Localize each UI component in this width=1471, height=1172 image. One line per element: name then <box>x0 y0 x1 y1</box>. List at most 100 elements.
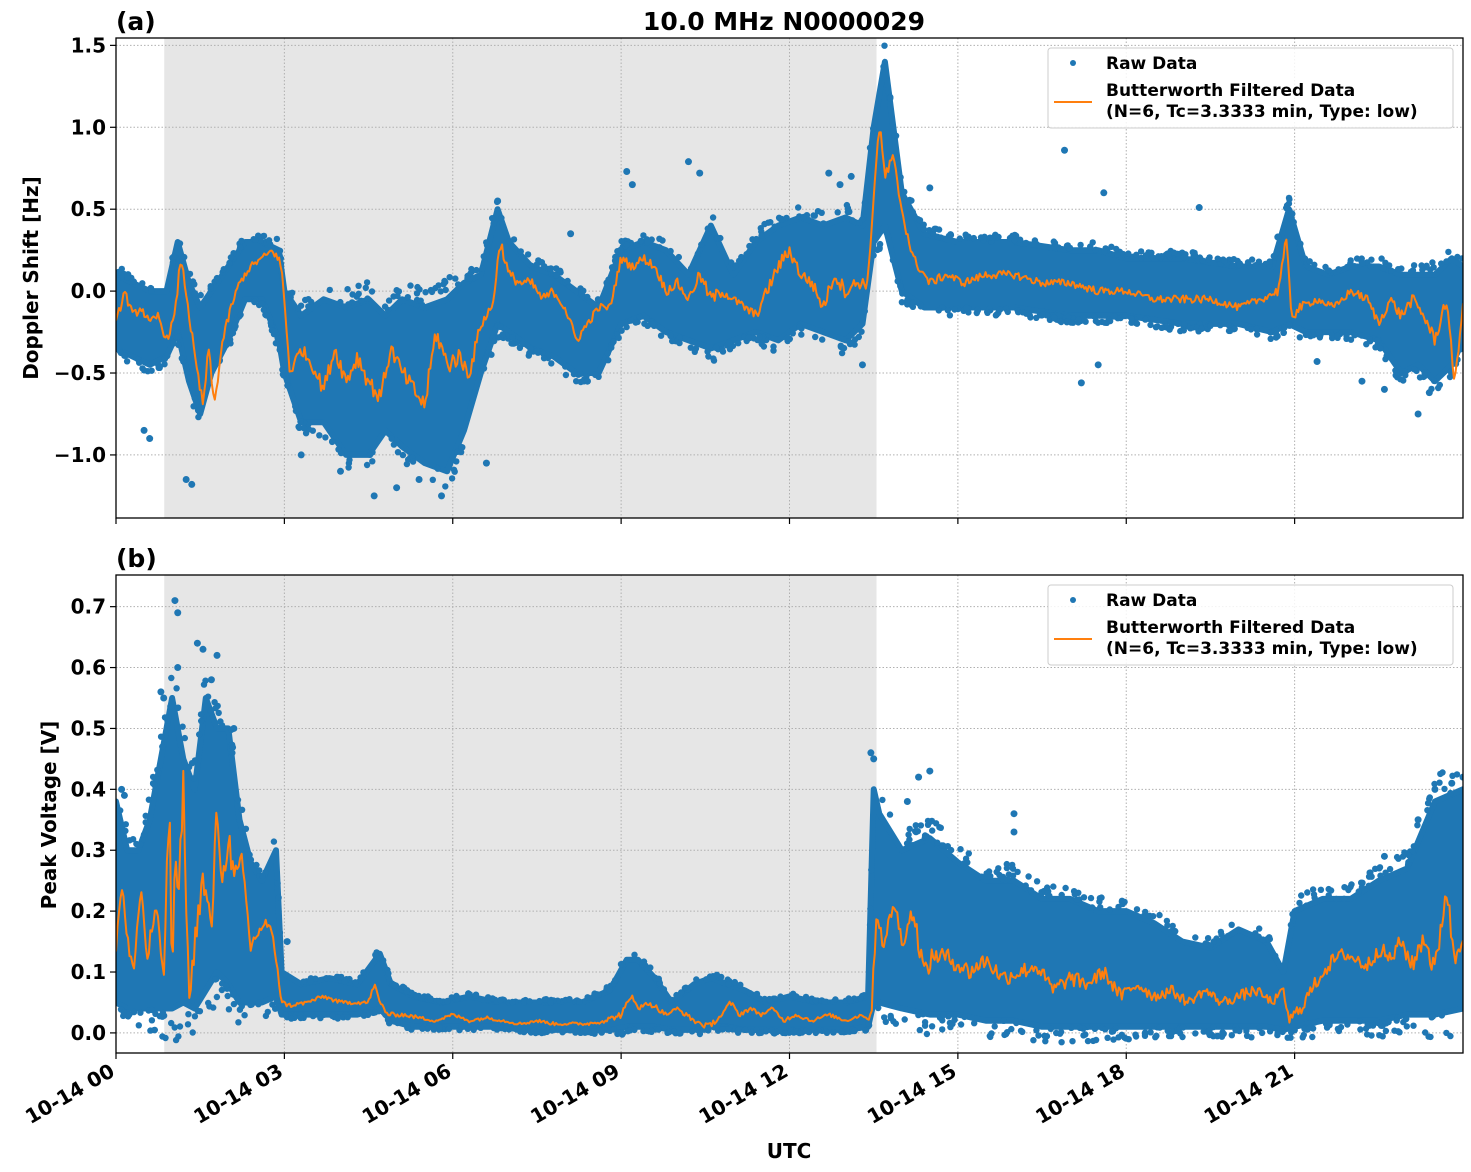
raw-data-point <box>263 312 270 319</box>
raw-data-point <box>135 1022 142 1029</box>
raw-data-point <box>1058 1039 1065 1046</box>
raw-data-point <box>623 241 631 248</box>
raw-data-point <box>1325 892 1332 899</box>
raw-data-point <box>418 994 425 1002</box>
raw-data-point <box>843 1028 851 1035</box>
raw-data-point <box>1430 377 1438 385</box>
raw-data-point <box>1230 256 1238 263</box>
raw-data-point <box>770 343 777 350</box>
raw-data-point <box>1016 236 1024 243</box>
raw-data-point <box>1091 313 1098 320</box>
raw-data-point <box>960 861 967 868</box>
raw-data-point <box>457 448 465 456</box>
raw-data-point <box>1348 881 1355 888</box>
raw-data-point <box>452 275 459 282</box>
raw-data-point <box>929 827 936 834</box>
raw-data-point <box>255 999 262 1007</box>
y-tick-label: 0.5 <box>71 716 106 740</box>
raw-data-point <box>360 969 367 976</box>
raw-data-outlier <box>1094 361 1102 369</box>
raw-data-outlier <box>567 230 575 238</box>
raw-data-outlier <box>199 645 207 653</box>
raw-data-point <box>191 395 198 402</box>
raw-data-point <box>1058 318 1065 326</box>
raw-data-point <box>528 262 536 270</box>
raw-data-point <box>477 1024 484 1032</box>
raw-data-point <box>170 253 177 260</box>
raw-data-point <box>363 279 371 286</box>
raw-data-point <box>1305 331 1312 338</box>
raw-data-point <box>341 303 349 310</box>
raw-data-point <box>1281 324 1288 331</box>
raw-data-outlier <box>1010 828 1018 836</box>
raw-data-point <box>1296 899 1303 907</box>
raw-data-point <box>812 333 819 341</box>
raw-data-point <box>1003 860 1010 868</box>
raw-data-point <box>618 327 625 334</box>
raw-data-point <box>989 234 996 242</box>
raw-data-point <box>432 284 439 292</box>
raw-data-point <box>866 921 874 929</box>
raw-data-outlier <box>188 480 196 488</box>
raw-data-point <box>1337 1023 1345 1031</box>
raw-data-point <box>1325 267 1333 274</box>
data-layer <box>116 597 1463 1046</box>
raw-data-point <box>573 378 580 385</box>
raw-data-point <box>247 856 255 863</box>
raw-data-point <box>1198 325 1205 332</box>
raw-data-point <box>576 998 583 1005</box>
raw-data-point <box>335 1014 342 1021</box>
raw-data-point <box>894 278 901 285</box>
raw-data-point <box>1050 883 1057 890</box>
raw-data-point <box>637 237 644 245</box>
raw-data-point <box>1258 1029 1266 1037</box>
raw-data-point <box>919 1011 927 1018</box>
raw-data-point <box>442 286 449 294</box>
raw-data-point <box>582 1027 589 1034</box>
raw-data-point <box>971 1020 978 1027</box>
raw-data-point <box>1214 1033 1221 1040</box>
raw-data-point <box>1296 334 1304 341</box>
raw-data-point <box>368 288 376 295</box>
raw-data-point <box>369 458 376 465</box>
raw-data-point <box>1217 928 1225 936</box>
x-tick-label: 10-14 21 <box>1200 1059 1298 1129</box>
raw-data-point <box>934 233 941 240</box>
raw-data-point <box>1453 771 1461 778</box>
raw-data-point <box>1228 1032 1236 1039</box>
raw-data-point <box>705 1027 712 1034</box>
raw-data-outlier <box>1313 358 1321 366</box>
y-tick-label: −0.5 <box>54 361 106 385</box>
raw-data-point <box>608 264 616 271</box>
raw-data-point <box>612 977 619 984</box>
raw-data-point <box>875 1004 882 1012</box>
raw-data-point <box>1396 1029 1403 1036</box>
raw-data-point <box>1097 904 1104 911</box>
raw-data-point <box>838 349 846 357</box>
raw-data-outlier <box>870 755 878 763</box>
raw-data-point <box>1191 249 1198 257</box>
raw-data-point <box>647 964 654 971</box>
raw-data-point <box>520 999 528 1006</box>
raw-data-point <box>173 685 180 692</box>
y-tick-label: 0.5 <box>71 197 106 221</box>
raw-data-point <box>295 305 302 312</box>
raw-data-point <box>231 322 239 329</box>
raw-data-point <box>322 434 329 441</box>
raw-data-point <box>395 288 403 295</box>
raw-data-outlier <box>1195 204 1203 212</box>
raw-data-point <box>1069 1038 1076 1045</box>
raw-data-point <box>1084 1037 1092 1045</box>
raw-data-point <box>566 996 573 1003</box>
raw-data-outlier <box>118 785 126 793</box>
raw-data-point <box>1228 921 1235 928</box>
raw-data-point <box>1441 785 1448 793</box>
raw-data-point <box>196 731 203 738</box>
raw-data-point <box>1400 377 1407 384</box>
raw-data-point <box>903 297 911 305</box>
raw-data-outlier <box>1274 233 1282 241</box>
raw-data-point <box>753 990 761 998</box>
raw-data-point <box>436 1024 443 1032</box>
raw-data-point <box>818 209 825 216</box>
raw-data-point <box>623 323 630 331</box>
